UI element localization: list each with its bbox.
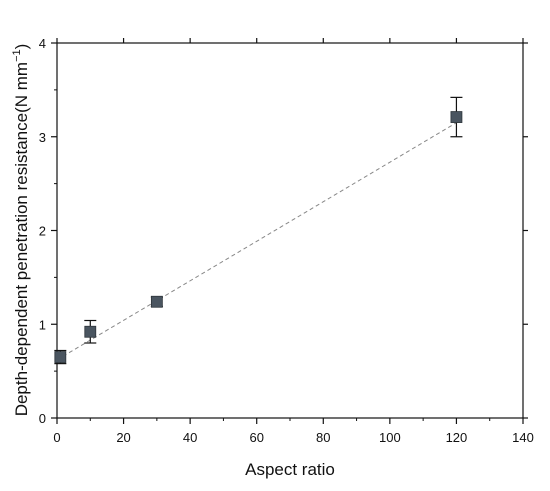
plot-area: 0 20 40 60 80 100 120 140 0 1 2 3 4 (39, 36, 534, 445)
data-point (84, 325, 97, 338)
data-point (450, 111, 463, 123)
x-axis-ticks: 0 20 40 60 80 100 120 140 (53, 38, 534, 445)
x-axis-label: Aspect ratio (245, 460, 335, 479)
x-tick-label: 120 (446, 430, 468, 445)
x-tick-label: 80 (316, 430, 330, 445)
plot-frame (56, 42, 524, 419)
y-tick-label: 2 (39, 224, 46, 239)
data-point (54, 351, 67, 363)
x-tick-label: 20 (116, 430, 130, 445)
y-tick-label: 0 (39, 411, 46, 426)
fit-line (56, 122, 457, 361)
data-point (150, 295, 163, 308)
x-tick-label: 100 (379, 430, 401, 445)
y-axis-label-close: ) (12, 44, 31, 50)
x-tick-label: 60 (249, 430, 263, 445)
y-axis-label-superscript: −1 (11, 49, 23, 62)
y-axis-label: Depth-dependent penetration resistance(N… (11, 44, 31, 417)
x-tick-label: 140 (512, 430, 534, 445)
fit-line-group (56, 122, 457, 361)
x-tick-label: 0 (53, 430, 60, 445)
y-tick-label: 4 (39, 36, 46, 51)
y-axis-ticks: 0 1 2 3 4 (39, 36, 528, 426)
y-tick-label: 1 (39, 317, 46, 332)
y-tick-label: 3 (39, 130, 46, 145)
y-axis-label-main: Depth-dependent penetration resistance(N… (12, 62, 31, 416)
data-points (54, 96, 463, 365)
x-tick-label: 40 (183, 430, 197, 445)
